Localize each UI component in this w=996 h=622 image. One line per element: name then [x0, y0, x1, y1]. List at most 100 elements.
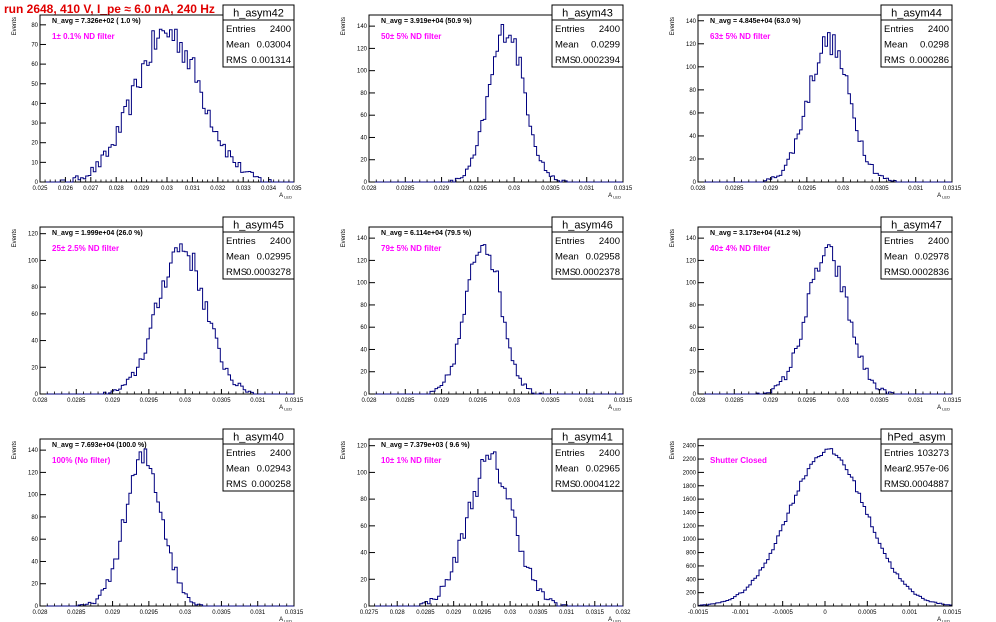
stats-box: [551, 428, 624, 492]
stats-value: 0.02958: [586, 252, 620, 263]
stats-value: 0.000258: [251, 479, 291, 490]
x-axis-subscript: LED: [283, 407, 292, 412]
y-tick-label: 40: [360, 551, 367, 557]
stats-title: h_asym45: [233, 220, 284, 232]
stats-value: 0.02995: [257, 252, 291, 263]
y-tick-label: 100: [28, 493, 39, 499]
stats-box: [222, 216, 295, 280]
y-tick-label: 80: [31, 285, 38, 291]
histogram-line: [369, 451, 623, 607]
stats-box: [222, 428, 295, 492]
histogram-h_asym47: 0.028 0.0285 0.029 0.0295 0.03 0.0305 0.031 0.0…: [670, 216, 962, 412]
x-tick-label: 0.0315: [285, 610, 304, 616]
x-tick-label: 0.029: [446, 610, 462, 616]
histogram-h_asym44: 0.028 0.0285 0.029 0.0295 0.03 0.0305 0.031 0.0…: [670, 4, 962, 200]
y-tick-label: 200: [686, 591, 697, 597]
y-tick-label: 20: [689, 157, 696, 163]
y-axis-title: Events: [341, 17, 347, 35]
stats-value: 0.0298: [920, 40, 949, 51]
y-tick-label: 120: [28, 232, 39, 238]
stats-label: RMS: [884, 267, 905, 278]
stats-value: 2400: [928, 236, 949, 247]
stats-label: RMS: [555, 55, 576, 66]
y-tick-label: 0: [693, 604, 697, 610]
run-title: run 2648, 410 V, I_pe ≈ 6.0 nA, 240 Hz: [4, 2, 215, 16]
x-tick-label: 0.0295: [140, 398, 159, 404]
stats-value: 103273: [917, 448, 949, 459]
x-tick-label: 0.028: [32, 610, 48, 616]
x-tick-label: 0.029: [134, 186, 150, 192]
y-tick-label: 0: [693, 180, 697, 186]
x-tick-label: 0.0005: [858, 610, 877, 616]
y-tick-label: 0: [364, 604, 368, 610]
y-tick-label: 80: [360, 303, 367, 309]
histogram-line: [369, 244, 623, 395]
x-axis-title: A LED: [608, 405, 621, 412]
x-tick-label: 0.0315: [614, 186, 633, 192]
y-tick-label: 140: [357, 236, 368, 242]
x-axis-subscript: LED: [941, 407, 950, 412]
x-tick-label: 0.025: [32, 186, 48, 192]
x-tick-label: 0.031: [579, 186, 595, 192]
x-tick-label: 0.0275: [360, 610, 379, 616]
y-tick-label: 0: [35, 392, 39, 398]
x-tick-label: 0.028: [690, 398, 706, 404]
histogram-h_asym42: 0.025 0.026 0.027 0.028 0.029 0.03 0.031 0.032 0…: [12, 4, 302, 200]
stats-value: 2.957e-06: [906, 464, 949, 475]
x-tick-label: 0.028: [32, 398, 48, 404]
x-tick-label: 0.0015: [943, 610, 962, 616]
stats-label: Entries: [884, 24, 914, 35]
x-tick-label: 0.0295: [473, 610, 492, 616]
navg-label: N_avg = 7.326e+02 ( 1.0 %): [52, 18, 141, 25]
y-axis-title: Events: [12, 441, 18, 459]
y-tick-label: 120: [28, 470, 39, 476]
y-tick-label: 120: [686, 258, 697, 264]
stats-label: Mean: [226, 252, 250, 263]
stats-value: 2400: [270, 24, 291, 35]
navg-label: N_avg = 4.845e+04 (63.0 %): [710, 18, 801, 25]
x-axis-subscript: LED: [941, 619, 950, 622]
y-tick-label: 60: [31, 62, 38, 68]
histogram-line: [40, 448, 294, 607]
stats-box: [880, 216, 953, 280]
x-tick-label: 0.031: [559, 610, 575, 616]
x-tick-label: 0.0305: [870, 398, 889, 404]
x-tick-label: 0.031: [250, 398, 266, 404]
y-tick-label: 0: [364, 392, 368, 398]
x-axis-subscript: LED: [283, 619, 292, 622]
filter-note: 1± 0.1% ND filter: [52, 32, 115, 41]
stats-title: h_asym41: [562, 432, 613, 444]
x-tick-label: 0.0285: [725, 186, 744, 192]
navg-label: N_avg = 6.114e+04 (79.5 %): [381, 230, 471, 237]
stats-label: RMS: [555, 479, 576, 490]
x-tick-label: 0.03: [508, 398, 520, 404]
x-tick-label: 0.032: [210, 186, 226, 192]
stats-value: 0.02965: [586, 464, 620, 475]
x-tick-label: 0.03: [504, 610, 516, 616]
navg-label: N_avg = 1.999e+04 (26.0 %): [52, 230, 143, 237]
y-tick-label: 0: [35, 180, 39, 186]
filter-note: 10± 1% ND filter: [381, 456, 441, 465]
stats-value: 0.03004: [257, 40, 291, 51]
x-tick-label: 0.0305: [529, 610, 548, 616]
histogram-hPed_asym: -0.0015 -0.001 -0.0005 0 0.0005 0.001 0.0015 0 2…: [670, 428, 962, 622]
histogram-line: [698, 244, 952, 395]
y-tick-label: 10: [31, 160, 38, 166]
plot-frame: [39, 438, 295, 607]
stats-label: RMS: [555, 267, 576, 278]
stats-value: 0.0002836: [904, 267, 949, 278]
plot-frame: [368, 438, 624, 607]
y-axis-title: Events: [670, 17, 676, 35]
x-axis-subscript: LED: [612, 195, 621, 200]
stats-label: Mean: [884, 464, 908, 475]
stats-value: 2400: [928, 24, 949, 35]
stats-label: Entries: [555, 24, 585, 35]
filter-note: Shutter Closed: [710, 456, 767, 465]
x-tick-label: 0.0315: [943, 186, 962, 192]
x-tick-label: 0.0285: [396, 398, 415, 404]
stats-label: Entries: [555, 236, 585, 247]
y-tick-label: 70: [31, 42, 38, 48]
x-tick-label: 0.0295: [798, 186, 817, 192]
x-tick-label: 0.029: [434, 186, 450, 192]
